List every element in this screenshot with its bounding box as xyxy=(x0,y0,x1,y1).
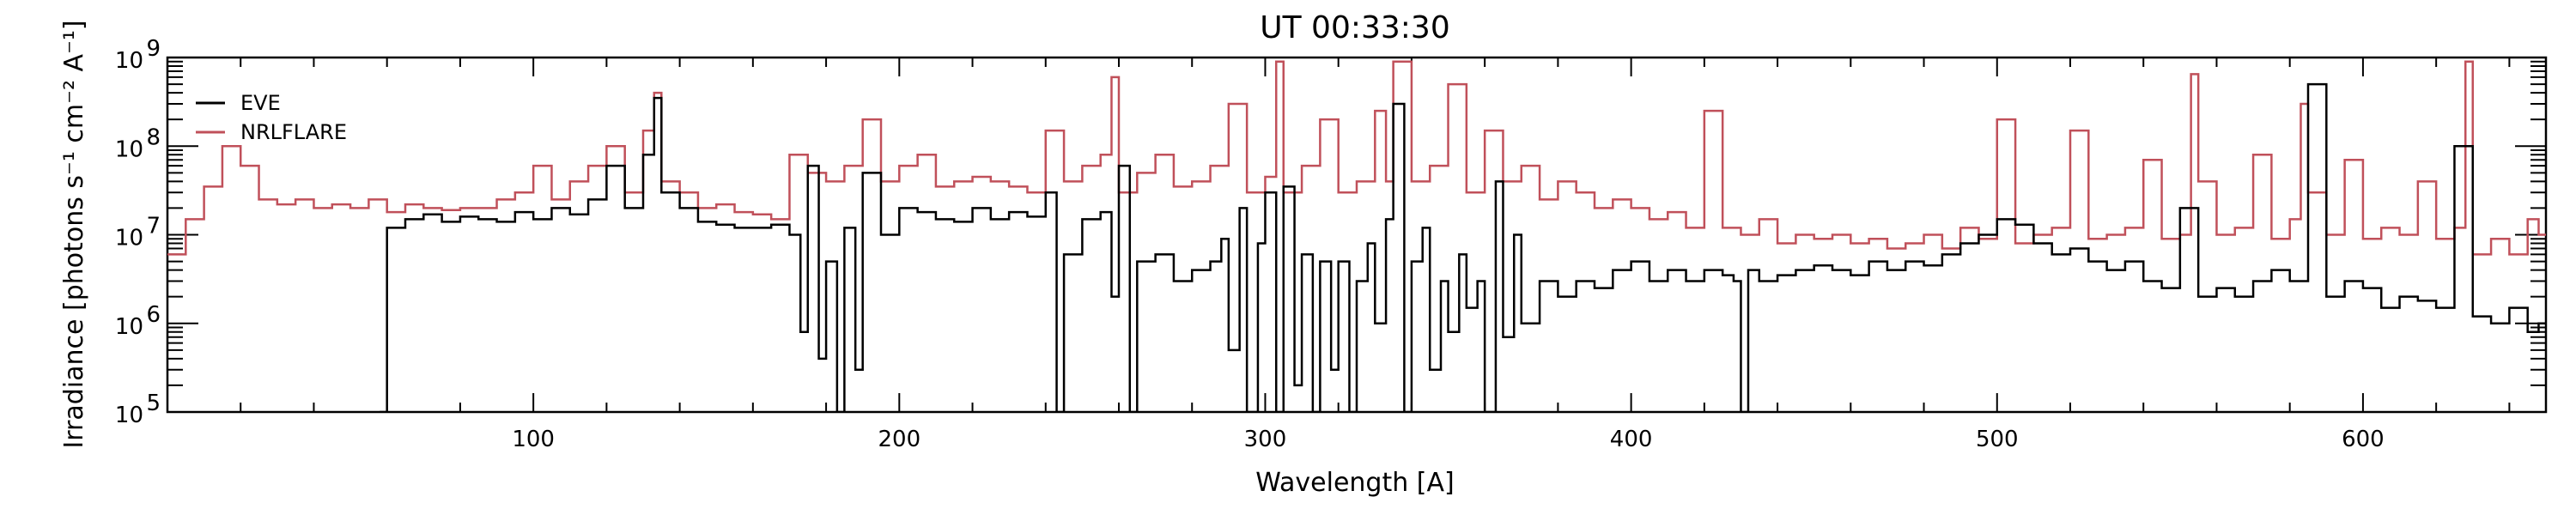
y-tick-label: 10 xyxy=(115,48,143,74)
y-tick-label: 10 xyxy=(115,314,143,340)
x-tick-label: 100 xyxy=(512,427,555,452)
series-layer xyxy=(167,60,2546,412)
x-tick-label: 400 xyxy=(1610,427,1653,452)
legend-label: NRLFLARE xyxy=(240,120,347,144)
y-tick-exponent: 6 xyxy=(146,302,161,328)
x-tick-label: 500 xyxy=(1976,427,2019,452)
x-tick-label: 600 xyxy=(2342,427,2385,452)
y-tick-exponent: 5 xyxy=(146,391,161,416)
legend-label: EVE xyxy=(240,91,281,115)
axis-ticks xyxy=(167,57,2546,413)
y-tick-label: 10 xyxy=(115,226,143,251)
y-tick-exponent: 9 xyxy=(146,36,161,62)
y-axis-title: Irradiance [photons s⁻¹ cm⁻² A⁻¹] xyxy=(59,20,89,448)
y-tick-label: 10 xyxy=(115,403,143,428)
legend: EVE NRLFLARE xyxy=(196,91,347,144)
y-tick-exponent: 7 xyxy=(146,214,161,239)
x-axis-title: Wavelength [A] xyxy=(1255,468,1454,498)
y-tick-label: 10 xyxy=(115,136,143,162)
y-tick-exponent: 8 xyxy=(146,124,161,150)
series-line-nrlflare xyxy=(167,60,2546,256)
chart-title: UT 00:33:30 xyxy=(1260,10,1449,45)
x-tick-label: 300 xyxy=(1244,427,1287,452)
x-tick-labels: 100 200 300 400 500 600 xyxy=(512,427,2384,452)
series-line-eve xyxy=(380,82,2546,412)
x-tick-label: 200 xyxy=(878,427,920,452)
